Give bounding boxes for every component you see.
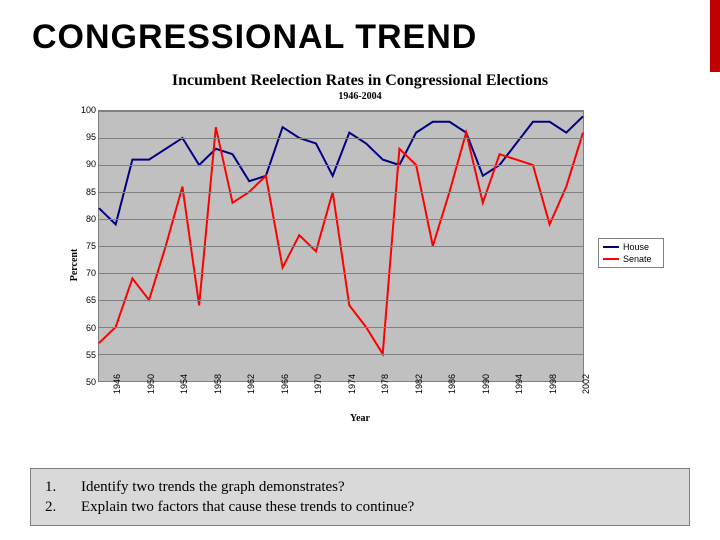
gridline <box>99 192 583 193</box>
gridline <box>99 273 583 274</box>
x-tick-label: 1982 <box>400 374 424 394</box>
y-tick-label: 70 <box>86 268 96 278</box>
question-1-num: 1. <box>45 477 63 497</box>
y-tick-label: 55 <box>86 350 96 360</box>
y-tick-label: 65 <box>86 295 96 305</box>
legend-label-house: House <box>623 242 649 252</box>
legend-swatch-house <box>603 246 619 248</box>
x-tick-label: 1962 <box>232 374 256 394</box>
legend-swatch-senate <box>603 258 619 260</box>
y-tick-label: 90 <box>86 159 96 169</box>
question-1: 1. Identify two trends the graph demonst… <box>45 477 675 497</box>
gridline <box>99 165 583 166</box>
gridline <box>99 111 583 112</box>
gridline <box>99 300 583 301</box>
chart: Incumbent Reelection Rates in Congressio… <box>56 72 664 452</box>
y-tick-label: 60 <box>86 323 96 333</box>
y-tick-label: 75 <box>86 241 96 251</box>
x-tick-label: 1978 <box>366 374 390 394</box>
x-tick-label: 1986 <box>433 374 457 394</box>
series-house <box>99 116 583 224</box>
x-tick-label: 1990 <box>467 374 491 394</box>
legend: House Senate <box>598 238 664 268</box>
question-1-text: Identify two trends the graph demonstrat… <box>81 477 345 497</box>
gridline <box>99 219 583 220</box>
gridline <box>99 246 583 247</box>
question-2-text: Explain two factors that cause these tre… <box>81 497 414 517</box>
legend-label-senate: Senate <box>623 254 652 264</box>
chart-subtitle: 1946-2004 <box>56 91 664 102</box>
y-tick-label: 80 <box>86 214 96 224</box>
legend-item-house: House <box>603 241 659 253</box>
x-tick-label: 1958 <box>199 374 223 394</box>
question-box: 1. Identify two trends the graph demonst… <box>30 468 690 527</box>
y-tick-label: 85 <box>86 187 96 197</box>
gridline <box>99 354 583 355</box>
x-tick-label: 1970 <box>299 374 323 394</box>
plot-wrap: Percent Year House Senate 50556065707580… <box>56 110 664 420</box>
x-tick-label: 1974 <box>333 374 357 394</box>
x-tick-label: 1998 <box>534 374 558 394</box>
x-tick-label: 1966 <box>266 374 290 394</box>
gridline <box>99 327 583 328</box>
series-senate <box>99 127 583 354</box>
chart-title: Incumbent Reelection Rates in Congressio… <box>56 72 664 90</box>
plot-area <box>98 110 584 382</box>
x-tick-label: 1954 <box>165 374 189 394</box>
slide-title: CONGRESSIONAL TREND <box>32 18 477 57</box>
question-2: 2. Explain two factors that cause these … <box>45 497 675 517</box>
gridline <box>99 138 583 139</box>
x-tick-label: 1946 <box>98 374 122 394</box>
y-tick-label: 100 <box>81 105 96 115</box>
x-tick-label: 1994 <box>500 374 524 394</box>
y-axis-label: Percent <box>69 249 80 282</box>
question-2-num: 2. <box>45 497 63 517</box>
accent-bar <box>710 0 720 72</box>
legend-item-senate: Senate <box>603 253 659 265</box>
x-tick-label: 2002 <box>567 374 591 394</box>
y-tick-label: 95 <box>86 132 96 142</box>
x-axis-label: Year <box>350 413 370 424</box>
x-tick-label: 1950 <box>132 374 156 394</box>
y-tick-label: 50 <box>86 377 96 387</box>
